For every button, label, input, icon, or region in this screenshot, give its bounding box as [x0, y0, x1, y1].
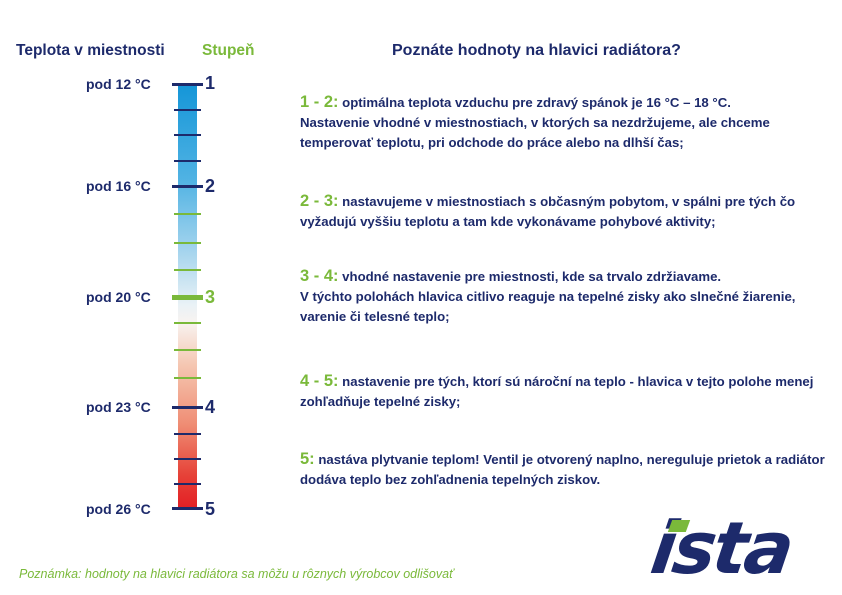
description-range: 5:	[300, 450, 315, 468]
tick-level-2	[172, 185, 203, 188]
description-text: vhodné nastavenie pre miestnosti, kde sa…	[300, 269, 796, 324]
tick	[174, 377, 201, 379]
description-range: 4 - 5:	[300, 372, 339, 390]
page-title: Poznáte hodnoty na hlavici radiátora?	[392, 42, 681, 59]
tick	[174, 160, 201, 162]
tick	[174, 458, 201, 460]
temp-label-1: pod 12 °C	[86, 76, 151, 92]
description-text: nastavenie pre tých, ktorí sú nároční na…	[300, 374, 814, 409]
description-3-4: 3 - 4: vhodné nastavenie pre miestnosti,…	[300, 266, 830, 327]
tick	[174, 213, 201, 215]
temperature-column-title: Teplota v miestnosti	[16, 42, 165, 59]
footnote: Poznámka: hodnoty na hlavici radiátora s…	[19, 567, 454, 581]
tick-level-1	[172, 83, 203, 86]
level-number-1: 1	[205, 73, 216, 93]
level-number-5: 5	[205, 499, 216, 519]
tick	[174, 269, 201, 271]
description-text: optimálna teplota vzduchu pre zdravý spá…	[300, 95, 770, 150]
ista-logo: ista	[646, 506, 828, 590]
temp-label-5: pod 26 °C	[86, 501, 151, 517]
description-text: nastavujeme v miestnostiach s občasným p…	[300, 194, 796, 229]
tick-level-3	[172, 295, 203, 300]
description-range: 3 - 4:	[300, 267, 339, 285]
tick	[174, 134, 201, 136]
description-1-2: 1 - 2: optimálna teplota vzduchu pre zdr…	[300, 92, 830, 153]
tick	[174, 109, 201, 111]
level-number-2: 2	[205, 176, 216, 196]
description-text: nastáva plytvanie teplom! Ventil je otvo…	[300, 452, 825, 487]
description-range: 1 - 2:	[300, 93, 339, 111]
level-number-3: 3	[205, 287, 216, 307]
description-range: 2 - 3:	[300, 192, 339, 210]
tick-level-4	[172, 406, 203, 409]
tick-level-5	[172, 507, 203, 510]
description-4-5: 4 - 5: nastavenie pre tých, ktorí sú nár…	[300, 371, 830, 412]
level-number-4: 4	[205, 397, 216, 417]
level-column-title: Stupeň	[202, 42, 255, 59]
temp-label-4: pod 23 °C	[86, 399, 151, 415]
description-5: 5: nastáva plytvanie teplom! Ventil je o…	[300, 449, 830, 490]
tick	[174, 322, 201, 324]
temp-label-3: pod 20 °C	[86, 289, 151, 305]
tick	[174, 433, 201, 435]
temp-label-2: pod 16 °C	[86, 178, 151, 194]
tick	[174, 242, 201, 244]
description-2-3: 2 - 3: nastavujeme v miestnostiach s obč…	[300, 191, 830, 232]
tick	[174, 349, 201, 351]
tick	[174, 483, 201, 485]
logo-wordmark: ista	[646, 506, 797, 590]
